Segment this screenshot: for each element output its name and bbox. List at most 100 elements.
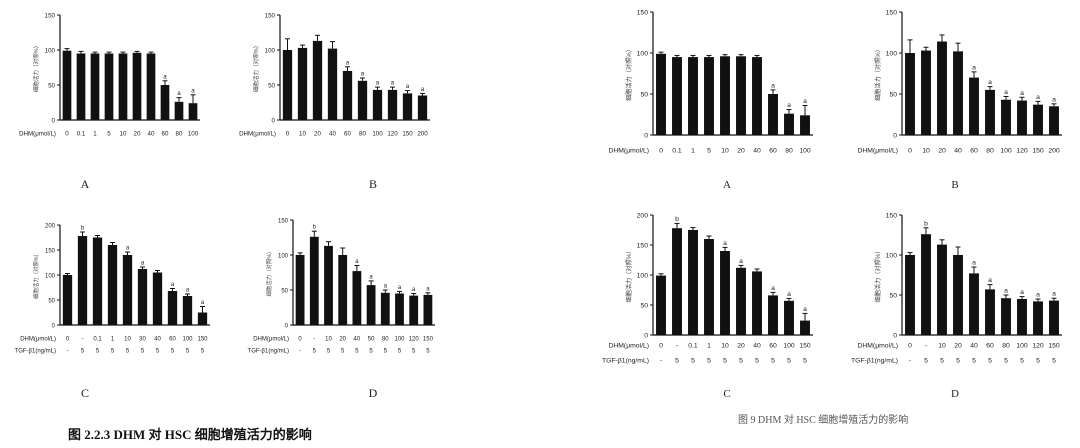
x-tick-label: 60	[986, 343, 994, 350]
x-tick-label-2: 5	[81, 349, 85, 355]
bar	[104, 53, 114, 120]
y-tick-label: 0	[644, 133, 648, 140]
y-tick-label: 50	[48, 83, 55, 90]
x-tick-label: 80	[986, 148, 994, 155]
significance-label: a	[163, 73, 167, 80]
x-tick-label-2: 5	[1052, 358, 1056, 365]
bar	[132, 52, 142, 120]
x-tick-label-2: 5	[1036, 358, 1040, 365]
bar	[1017, 299, 1027, 335]
y-tick-label: 200	[45, 224, 56, 230]
x-tick-label-2: -	[299, 349, 301, 355]
x-tick-label: 20	[314, 131, 321, 138]
x-tick-label: 120	[1032, 343, 1044, 350]
panel-label: A	[723, 179, 731, 191]
y-axis-label: 细胞活力（对照%）	[874, 247, 882, 302]
bar	[937, 244, 947, 335]
bar	[107, 245, 118, 325]
x-tick-label-2: -	[67, 349, 69, 355]
bar	[338, 255, 348, 325]
bar	[352, 271, 362, 325]
panel-label: D	[369, 386, 378, 400]
y-tick-label: 0	[893, 333, 897, 340]
chart-panel-left-A: 0 50 100 150 细胞活力（对照%） 0 0.1 1 5 10 20 40 a 60 a 80 a 100…	[19, 13, 200, 191]
y-tick-label: 100	[45, 48, 56, 55]
x-tick-label: 150	[402, 131, 413, 138]
x-tick-label: 100	[1000, 148, 1012, 155]
chart-panel-left-D: 0 50 100 150 细胞活力（对照%） 0 - b - 5 10 5 20 5 a 40 5 a 50 5 a 80…	[248, 219, 435, 400]
x-tick-label: 1	[93, 131, 97, 138]
significance-label: a	[171, 282, 175, 288]
significance-label: a	[787, 291, 791, 298]
significance-label: a	[412, 287, 416, 293]
x-tick-label: 40	[970, 343, 978, 350]
significance-label: a	[1052, 96, 1056, 103]
x-tick-label-2: 5	[398, 349, 402, 355]
significance-label: a	[426, 286, 430, 292]
significance-label: a	[1036, 292, 1040, 299]
x-tick-label-2: 5	[327, 349, 331, 355]
bar	[197, 312, 208, 325]
x-tick-label: 60	[169, 337, 176, 343]
x-row-label-2: TGF-β1(ng/mL)	[602, 358, 649, 365]
significance-label: a	[186, 288, 190, 294]
bar	[174, 101, 184, 120]
significance-label: a	[1004, 288, 1008, 295]
x-tick-label: 5	[707, 148, 711, 155]
x-tick-label: 100	[182, 337, 193, 343]
x-tick-label: 0	[659, 148, 663, 155]
x-tick-label-2: 5	[96, 349, 100, 355]
bar	[969, 77, 979, 135]
x-tick-label-2: 5	[1020, 358, 1024, 365]
significance-label: a	[972, 260, 976, 267]
x-tick-label: 10	[938, 343, 946, 350]
bar	[327, 48, 338, 120]
x-tick-label: 0	[908, 343, 912, 350]
bar	[1017, 100, 1027, 135]
x-tick-label: 120	[409, 337, 420, 343]
bar	[688, 230, 698, 335]
bar	[768, 94, 778, 135]
bar	[118, 53, 128, 120]
bar	[1049, 106, 1059, 135]
x-tick-label: 0	[908, 148, 912, 155]
y-tick-label: 100	[265, 48, 276, 55]
x-tick-label: 20	[938, 148, 946, 155]
x-tick-label: 40	[753, 148, 761, 155]
x-tick-label-2: 5	[426, 349, 430, 355]
x-tick-label: 10	[299, 131, 306, 138]
bar	[905, 255, 915, 335]
bar	[752, 57, 762, 135]
x-tick-label: 60	[769, 343, 777, 350]
y-axis-label: 细胞活力（对照%）	[252, 43, 260, 93]
y-tick-label: 50	[48, 299, 55, 305]
x-tick-label-2: 5	[972, 358, 976, 365]
significance-label: a	[1036, 94, 1040, 101]
significance-label: a	[803, 98, 807, 105]
bar	[295, 255, 305, 325]
bar	[921, 234, 931, 335]
x-tick-label-2: 5	[940, 358, 944, 365]
x-tick-label-2: 5	[723, 358, 727, 365]
x-tick-label: 150	[799, 343, 811, 350]
x-tick-label: 0.1	[93, 337, 102, 343]
x-tick-label: 20	[737, 343, 745, 350]
x-tick-label: 50	[368, 337, 375, 343]
x-tick-label: -	[82, 337, 84, 343]
x-tick-label: 80	[785, 148, 793, 155]
bar	[905, 53, 915, 135]
bar	[417, 95, 428, 120]
x-tick-label: 60	[970, 148, 978, 155]
x-tick-label: 100	[1016, 343, 1028, 350]
x-tick-label-2: 5	[956, 358, 960, 365]
x-tick-label: 0	[65, 131, 69, 138]
bar	[122, 255, 133, 325]
x-tick-label: 60	[344, 131, 351, 138]
x-tick-label-2: 5	[803, 358, 807, 365]
significance-label: a	[346, 59, 350, 66]
bar	[90, 53, 100, 120]
significance-label: a	[739, 258, 743, 265]
bar	[366, 285, 376, 325]
x-tick-label-2: 5	[988, 358, 992, 365]
bar	[309, 236, 319, 325]
